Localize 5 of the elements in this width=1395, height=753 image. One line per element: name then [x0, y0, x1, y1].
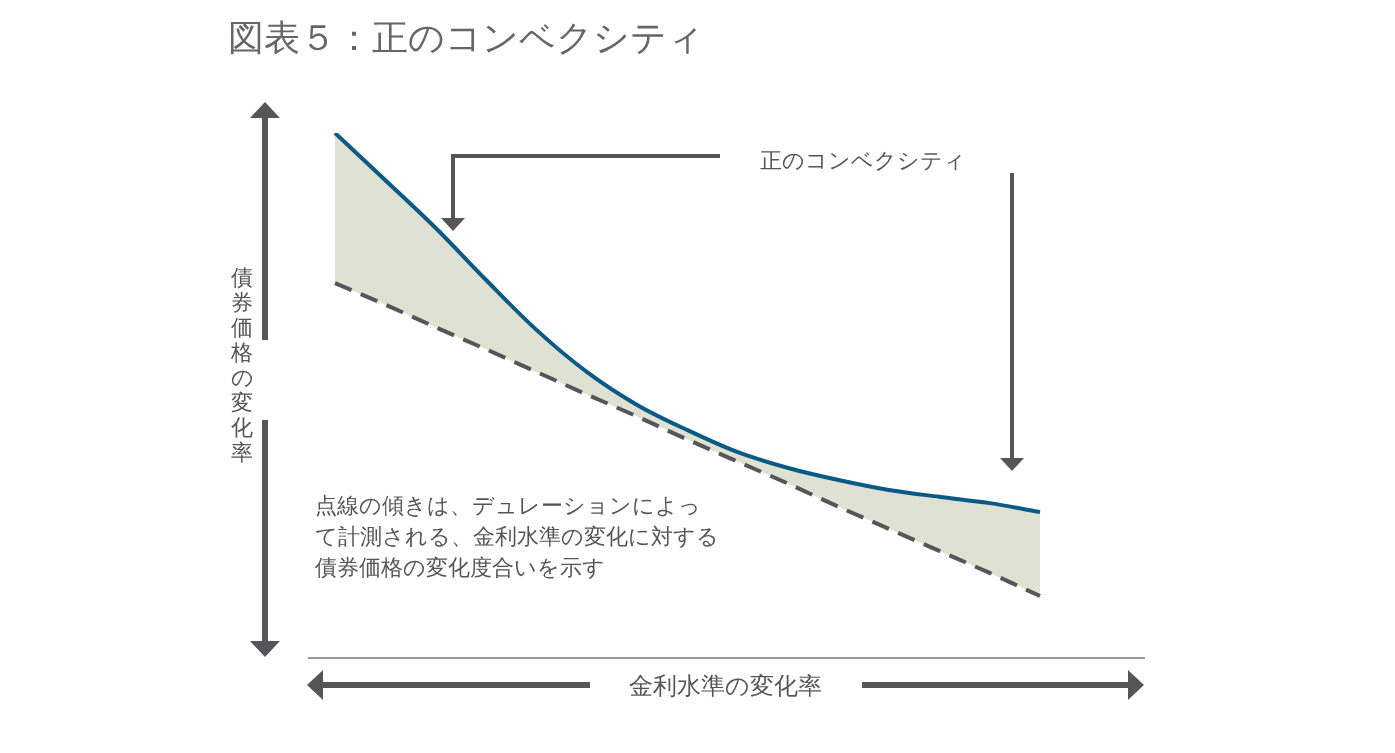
- annotation: 正のコンベクシティ: [760, 147, 966, 175]
- y-axis-title: 債券価格の変化率: [230, 265, 254, 465]
- chart-title: 図表５：正のコンベクシティ: [228, 17, 704, 60]
- x-axis-title: 金利水準の変化率: [627, 672, 823, 701]
- annotation: 点線の傾きは、デュレーションによって計測される、金利水準の変化に対する債券価格の変化度合いを示す: [315, 492, 720, 582]
